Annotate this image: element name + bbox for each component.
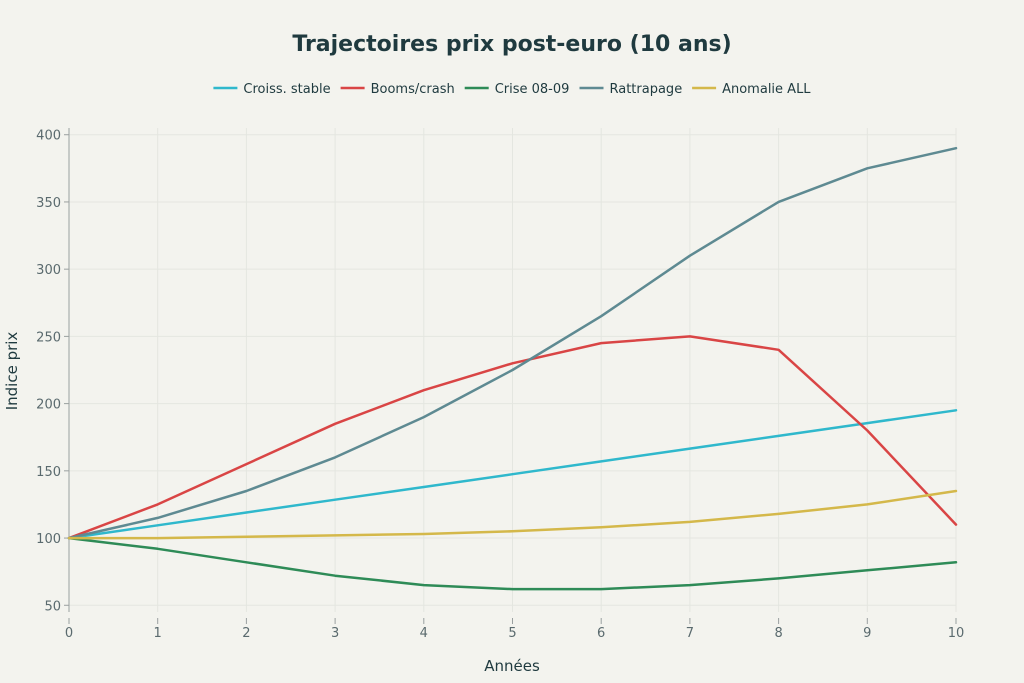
chart-title: Trajectoires prix post-euro (10 ans) <box>292 32 731 57</box>
legend-label: Anomalie ALL <box>722 82 811 97</box>
y-tick-label: 350 <box>36 196 61 211</box>
x-tick-label: 4 <box>420 626 428 641</box>
y-tick-label: 250 <box>36 330 61 345</box>
series-line-rattrapage <box>67 146 958 540</box>
legend-item: Croiss. stable <box>213 82 331 97</box>
y-tick-label: 200 <box>36 398 61 413</box>
x-tick-label: 0 <box>65 626 73 641</box>
series-line-croiss-stable <box>67 409 958 540</box>
y-tick-label: 50 <box>44 599 61 614</box>
x-tick-label: 10 <box>948 626 965 641</box>
x-tick-label: 6 <box>597 626 605 641</box>
x-tick-label: 9 <box>863 626 871 641</box>
legend-label: Rattrapage <box>610 82 683 97</box>
x-axis-label: Années <box>484 657 540 675</box>
legend-item: Crise 08-09 <box>464 82 570 97</box>
legend-label: Booms/crash <box>371 82 455 97</box>
plot-area <box>67 146 958 591</box>
legend-label: Crise 08-09 <box>495 82 570 97</box>
x-tick-label: 1 <box>154 626 162 641</box>
y-tick-label: 150 <box>36 465 61 480</box>
x-tick-label: 2 <box>242 626 250 641</box>
series-line-crise-08-09 <box>67 536 958 591</box>
legend: Croiss. stable Booms/crash Crise 08-09 Ratt… <box>213 82 811 97</box>
y-tick-label: 100 <box>36 532 61 547</box>
axes: 50 100 150 200 250 300 350 400 0 1 2 3 4 5 6 7 8 9 10 <box>36 128 964 641</box>
legend-item: Rattrapage <box>579 82 683 97</box>
series-line-booms-crash <box>67 335 958 540</box>
y-tick-label: 300 <box>36 263 61 278</box>
series-line-anomalie-all <box>67 489 958 540</box>
legend-item: Booms/crash <box>340 82 455 97</box>
x-tick-label: 3 <box>331 626 339 641</box>
legend-label: Croiss. stable <box>243 82 330 97</box>
y-tick-label: 400 <box>36 129 61 144</box>
legend-item: Anomalie ALL <box>692 82 811 97</box>
x-tick-label: 5 <box>508 626 516 641</box>
y-axis-label: Indice prix <box>3 332 21 411</box>
x-tick-label: 8 <box>774 626 782 641</box>
x-tick-label: 7 <box>686 626 694 641</box>
